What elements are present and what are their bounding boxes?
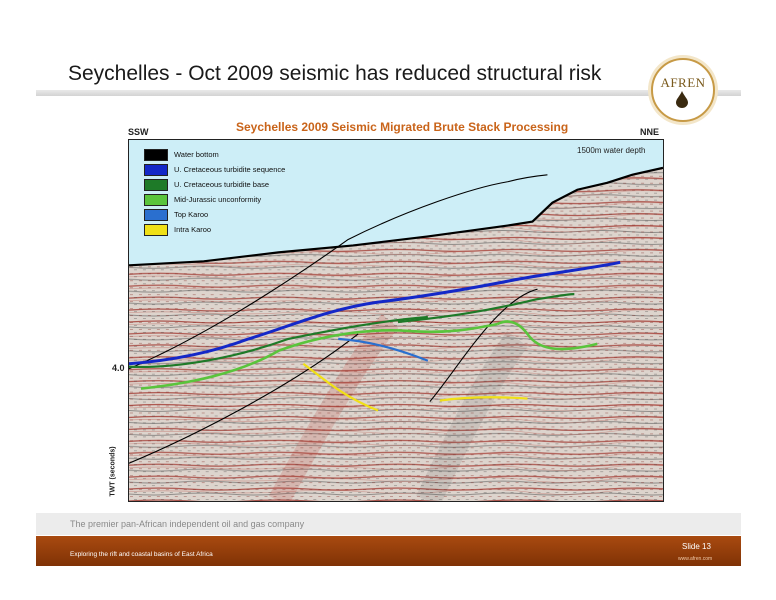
afren-logo: AFREN — [651, 58, 715, 122]
slide-number: Slide 13 — [682, 542, 711, 551]
water-depth-note: 1500m water depth — [577, 146, 646, 155]
legend-label: U. Cretaceous turbidite base — [174, 180, 270, 189]
legend-swatch — [144, 179, 168, 191]
slide-title: Seychelles - Oct 2009 seismic has reduce… — [68, 62, 602, 85]
footer-subtitle: Exploring the rift and coastal basins of… — [70, 551, 213, 558]
legend-swatch — [144, 224, 168, 236]
legend-label: U. Cretaceous turbidite sequence — [174, 165, 286, 174]
company-tagline: The premier pan-African independent oil … — [70, 519, 305, 529]
twt-axis-value: 4.0 — [112, 363, 125, 373]
direction-right-label: NNE — [640, 127, 660, 137]
legend-label: Mid-Jurassic unconformity — [174, 195, 262, 204]
footer-bar — [36, 536, 741, 566]
company-website: www.afren.com — [678, 556, 713, 562]
title-divider — [36, 90, 741, 96]
figure-title: Seychelles 2009 Seismic Migrated Brute S… — [236, 120, 569, 134]
twt-axis-label: TWT (seconds) — [109, 446, 117, 497]
legend-swatch — [144, 194, 168, 206]
footer-tagline-band — [36, 513, 741, 535]
legend-label: Intra Karoo — [174, 225, 212, 234]
logo-text: AFREN — [660, 75, 706, 90]
oil-drop-icon — [676, 91, 688, 108]
legend-swatch — [144, 209, 168, 221]
direction-left-label: SSW — [128, 127, 149, 137]
legend-label: Water bottom — [174, 150, 219, 159]
legend-swatch — [144, 164, 168, 176]
legend-label: Top Karoo — [174, 210, 209, 219]
legend-swatch — [144, 149, 168, 161]
seismic-section — [128, 139, 664, 502]
